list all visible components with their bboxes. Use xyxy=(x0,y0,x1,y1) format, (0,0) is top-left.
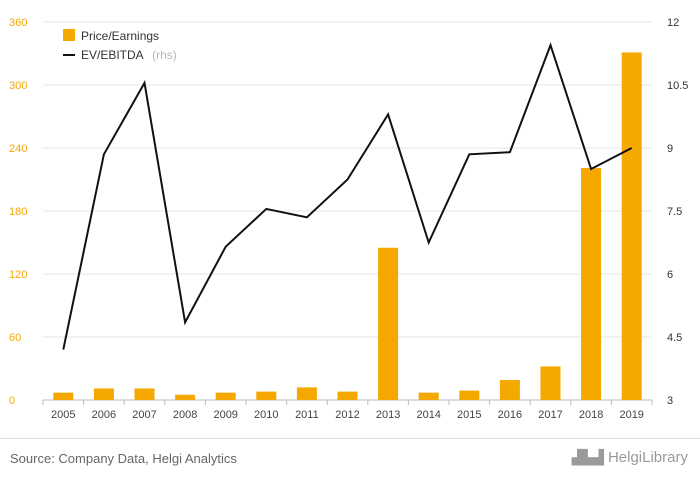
y-axis-right: 3 4.5 6 7.5 9 10.5 12 xyxy=(667,17,688,407)
x-tick-label: 2019 xyxy=(619,409,643,421)
x-tick-label: 2010 xyxy=(254,409,278,421)
bar-price-earnings xyxy=(134,388,155,400)
x-tick-label: 2008 xyxy=(173,409,197,421)
y-right-tick-label: 12 xyxy=(667,17,679,29)
y-axis-left: 0 60 120 180 240 300 360 xyxy=(9,17,27,407)
y-left-tick-label: 300 xyxy=(9,80,27,92)
bar-price-earnings xyxy=(256,391,277,400)
line-series xyxy=(62,42,633,350)
x-tick-label: 2006 xyxy=(92,409,116,421)
bar-price-earnings xyxy=(53,392,74,400)
y-right-tick-label: 9 xyxy=(667,143,673,155)
legend-label-ev-ebitda-suffix: (rhs) xyxy=(152,48,177,62)
x-tick-label: 2018 xyxy=(579,409,603,421)
x-tick-label: 2005 xyxy=(51,409,75,421)
logo: ▟▙▟ HelgiLibrary xyxy=(572,449,688,466)
bar-price-earnings xyxy=(215,392,236,400)
y-left-tick-label: 180 xyxy=(9,206,27,218)
bar-price-earnings xyxy=(459,390,480,400)
legend-label-ev-ebitda-name: EV/EBITDA xyxy=(81,48,144,62)
x-tick-label: 2012 xyxy=(335,409,359,421)
y-right-tick-label: 6 xyxy=(667,269,673,281)
bar-price-earnings xyxy=(175,394,196,400)
footer-divider xyxy=(0,438,700,439)
x-tick-label: 2014 xyxy=(416,409,440,421)
y-left-tick-label: 240 xyxy=(9,143,27,155)
legend-label-price-earnings: Price/Earnings xyxy=(81,29,159,43)
bar-price-earnings xyxy=(581,167,602,400)
x-tick-label: 2016 xyxy=(498,409,522,421)
x-tick-label: 2013 xyxy=(376,409,400,421)
y-right-tick-label: 4.5 xyxy=(667,332,682,344)
legend-swatch-price-earnings xyxy=(63,29,75,41)
bar-price-earnings xyxy=(93,388,114,400)
y-left-tick-label: 120 xyxy=(9,269,27,281)
bar-price-earnings xyxy=(378,247,399,400)
bar-price-earnings xyxy=(418,392,439,400)
logo-text: HelgiLibrary xyxy=(607,449,688,466)
y-right-tick-label: 3 xyxy=(667,395,673,407)
x-tick-label: 2009 xyxy=(213,409,237,421)
x-axis: 2005 2006 2007 2008 2009 2010 2011 2012 2013 2014… xyxy=(42,400,653,421)
source-note: Source: Company Data, Helgi Analytics xyxy=(10,451,237,466)
y-right-tick-label: 7.5 xyxy=(667,206,682,218)
bar-price-earnings xyxy=(621,52,642,400)
bar-price-earnings xyxy=(337,391,358,400)
bar-price-earnings xyxy=(499,380,520,400)
x-tick-label: 2007 xyxy=(132,409,156,421)
bar-series xyxy=(53,52,642,400)
logo-icon: ▟▙▟ xyxy=(571,449,604,465)
bar-price-earnings xyxy=(540,366,561,400)
y-left-tick-label: 0 xyxy=(9,395,15,407)
bar-price-earnings xyxy=(296,387,317,400)
y-right-tick-label: 10.5 xyxy=(667,80,688,92)
line-ev-ebitda xyxy=(62,42,633,350)
x-tick-label: 2017 xyxy=(538,409,562,421)
legend-label-ev-ebitda: EV/EBITDA (rhs) xyxy=(81,46,177,63)
y-left-tick-label: 360 xyxy=(9,17,27,29)
legend: Price/Earnings EV/EBITDA (rhs) xyxy=(63,29,177,63)
x-tick-label: 2011 xyxy=(295,409,319,421)
x-tick-label: 2015 xyxy=(457,409,481,421)
y-left-tick-label: 60 xyxy=(9,332,21,344)
